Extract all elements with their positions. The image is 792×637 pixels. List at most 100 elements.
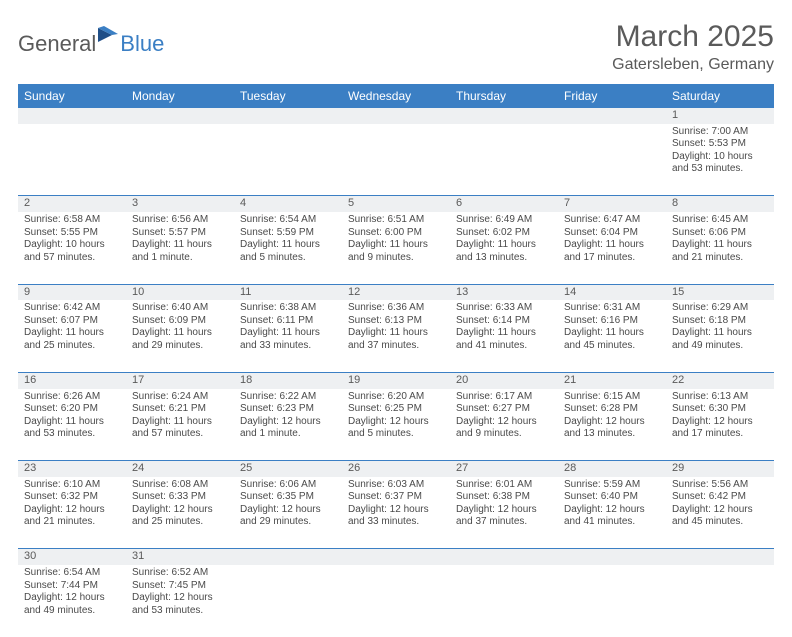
- daylight-text: Daylight: 12 hours and 49 minutes.: [24, 592, 120, 617]
- day-content-cell: Sunrise: 6:33 AMSunset: 6:14 PMDaylight:…: [450, 300, 558, 372]
- sunrise-text: Sunrise: 6:24 AM: [132, 391, 228, 404]
- sunrise-text: Sunrise: 6:47 AM: [564, 214, 660, 227]
- sunset-text: Sunset: 6:14 PM: [456, 315, 552, 328]
- day-content-cell: Sunrise: 6:56 AMSunset: 5:57 PMDaylight:…: [126, 212, 234, 284]
- daylight-text: Daylight: 11 hours and 49 minutes.: [672, 327, 768, 352]
- day-number-cell: 27: [450, 461, 558, 477]
- weekday-header: Monday: [126, 84, 234, 108]
- sunrise-text: Sunrise: 6:20 AM: [348, 391, 444, 404]
- day-number-cell: 30: [18, 549, 126, 565]
- day-content-cell: Sunrise: 6:54 AMSunset: 5:59 PMDaylight:…: [234, 212, 342, 284]
- daylight-text: Daylight: 11 hours and 9 minutes.: [348, 239, 444, 264]
- daylight-text: Daylight: 12 hours and 13 minutes.: [564, 416, 660, 441]
- day-number-cell: [234, 108, 342, 124]
- day-number-row: 1: [18, 108, 774, 124]
- sunrise-text: Sunrise: 6:38 AM: [240, 302, 336, 315]
- sunrise-text: Sunrise: 6:56 AM: [132, 214, 228, 227]
- day-content-cell: Sunrise: 6:38 AMSunset: 6:11 PMDaylight:…: [234, 300, 342, 372]
- day-content-cell: Sunrise: 6:15 AMSunset: 6:28 PMDaylight:…: [558, 389, 666, 461]
- day-content-cell: [450, 124, 558, 196]
- daylight-text: Daylight: 12 hours and 41 minutes.: [564, 504, 660, 529]
- daylight-text: Daylight: 11 hours and 57 minutes.: [132, 416, 228, 441]
- day-content-cell: Sunrise: 6:24 AMSunset: 6:21 PMDaylight:…: [126, 389, 234, 461]
- weekday-header: Friday: [558, 84, 666, 108]
- sunset-text: Sunset: 6:23 PM: [240, 403, 336, 416]
- day-number-cell: [234, 549, 342, 565]
- day-number-cell: 7: [558, 196, 666, 212]
- day-number-cell: 20: [450, 372, 558, 388]
- day-number-cell: [342, 549, 450, 565]
- sunrise-text: Sunrise: 6:49 AM: [456, 214, 552, 227]
- day-content-cell: Sunrise: 6:29 AMSunset: 6:18 PMDaylight:…: [666, 300, 774, 372]
- day-content-cell: Sunrise: 6:51 AMSunset: 6:00 PMDaylight:…: [342, 212, 450, 284]
- day-content-cell: Sunrise: 6:08 AMSunset: 6:33 PMDaylight:…: [126, 477, 234, 549]
- logo: General Blue: [18, 26, 164, 61]
- sunrise-text: Sunrise: 6:17 AM: [456, 391, 552, 404]
- day-number-cell: 11: [234, 284, 342, 300]
- sunset-text: Sunset: 6:35 PM: [240, 491, 336, 504]
- sunset-text: Sunset: 6:21 PM: [132, 403, 228, 416]
- daylight-text: Daylight: 12 hours and 53 minutes.: [132, 592, 228, 617]
- daylight-text: Daylight: 11 hours and 53 minutes.: [24, 416, 120, 441]
- day-content-cell: Sunrise: 6:06 AMSunset: 6:35 PMDaylight:…: [234, 477, 342, 549]
- sunrise-text: Sunrise: 6:52 AM: [132, 567, 228, 580]
- day-number-cell: 16: [18, 372, 126, 388]
- day-content-cell: Sunrise: 6:47 AMSunset: 6:04 PMDaylight:…: [558, 212, 666, 284]
- day-content-row: Sunrise: 6:58 AMSunset: 5:55 PMDaylight:…: [18, 212, 774, 284]
- daylight-text: Daylight: 11 hours and 13 minutes.: [456, 239, 552, 264]
- sunrise-text: Sunrise: 6:08 AM: [132, 479, 228, 492]
- day-content-cell: [450, 565, 558, 637]
- calendar-table: Sunday Monday Tuesday Wednesday Thursday…: [18, 84, 774, 637]
- daylight-text: Daylight: 11 hours and 21 minutes.: [672, 239, 768, 264]
- weekday-header: Tuesday: [234, 84, 342, 108]
- daylight-text: Daylight: 10 hours and 57 minutes.: [24, 239, 120, 264]
- day-content-cell: Sunrise: 6:36 AMSunset: 6:13 PMDaylight:…: [342, 300, 450, 372]
- sunset-text: Sunset: 7:45 PM: [132, 580, 228, 593]
- day-content-cell: [558, 124, 666, 196]
- daylight-text: Daylight: 11 hours and 5 minutes.: [240, 239, 336, 264]
- day-content-cell: Sunrise: 6:10 AMSunset: 6:32 PMDaylight:…: [18, 477, 126, 549]
- daylight-text: Daylight: 12 hours and 33 minutes.: [348, 504, 444, 529]
- sunset-text: Sunset: 5:57 PM: [132, 227, 228, 240]
- day-content-cell: Sunrise: 6:40 AMSunset: 6:09 PMDaylight:…: [126, 300, 234, 372]
- day-content-row: Sunrise: 6:10 AMSunset: 6:32 PMDaylight:…: [18, 477, 774, 549]
- day-number-row: 9101112131415: [18, 284, 774, 300]
- sunset-text: Sunset: 6:04 PM: [564, 227, 660, 240]
- day-number-row: 2345678: [18, 196, 774, 212]
- weekday-header: Sunday: [18, 84, 126, 108]
- daylight-text: Daylight: 12 hours and 29 minutes.: [240, 504, 336, 529]
- daylight-text: Daylight: 10 hours and 53 minutes.: [672, 151, 768, 176]
- daylight-text: Daylight: 12 hours and 5 minutes.: [348, 416, 444, 441]
- day-content-cell: Sunrise: 6:45 AMSunset: 6:06 PMDaylight:…: [666, 212, 774, 284]
- sunrise-text: Sunrise: 6:15 AM: [564, 391, 660, 404]
- sunset-text: Sunset: 6:11 PM: [240, 315, 336, 328]
- day-number-cell: [450, 549, 558, 565]
- day-content-cell: Sunrise: 6:26 AMSunset: 6:20 PMDaylight:…: [18, 389, 126, 461]
- weekday-header: Thursday: [450, 84, 558, 108]
- sunrise-text: Sunrise: 6:36 AM: [348, 302, 444, 315]
- sunrise-text: Sunrise: 5:56 AM: [672, 479, 768, 492]
- daylight-text: Daylight: 12 hours and 21 minutes.: [24, 504, 120, 529]
- sunrise-text: Sunrise: 6:58 AM: [24, 214, 120, 227]
- day-number-row: 3031: [18, 549, 774, 565]
- location: Gatersleben, Germany: [612, 56, 774, 74]
- day-number-cell: 17: [126, 372, 234, 388]
- sunrise-text: Sunrise: 7:00 AM: [672, 126, 768, 139]
- daylight-text: Daylight: 12 hours and 17 minutes.: [672, 416, 768, 441]
- sunset-text: Sunset: 6:09 PM: [132, 315, 228, 328]
- day-number-cell: 9: [18, 284, 126, 300]
- sunset-text: Sunset: 6:38 PM: [456, 491, 552, 504]
- sunset-text: Sunset: 6:42 PM: [672, 491, 768, 504]
- sunrise-text: Sunrise: 6:33 AM: [456, 302, 552, 315]
- sunrise-text: Sunrise: 6:54 AM: [240, 214, 336, 227]
- sunset-text: Sunset: 6:16 PM: [564, 315, 660, 328]
- day-number-cell: 26: [342, 461, 450, 477]
- day-content-cell: Sunrise: 6:01 AMSunset: 6:38 PMDaylight:…: [450, 477, 558, 549]
- day-content-cell: [342, 565, 450, 637]
- daylight-text: Daylight: 11 hours and 29 minutes.: [132, 327, 228, 352]
- sunrise-text: Sunrise: 6:03 AM: [348, 479, 444, 492]
- day-number-cell: 15: [666, 284, 774, 300]
- day-number-cell: 8: [666, 196, 774, 212]
- header: General Blue March 2025 Gatersleben, Ger…: [18, 20, 774, 74]
- sunset-text: Sunset: 5:55 PM: [24, 227, 120, 240]
